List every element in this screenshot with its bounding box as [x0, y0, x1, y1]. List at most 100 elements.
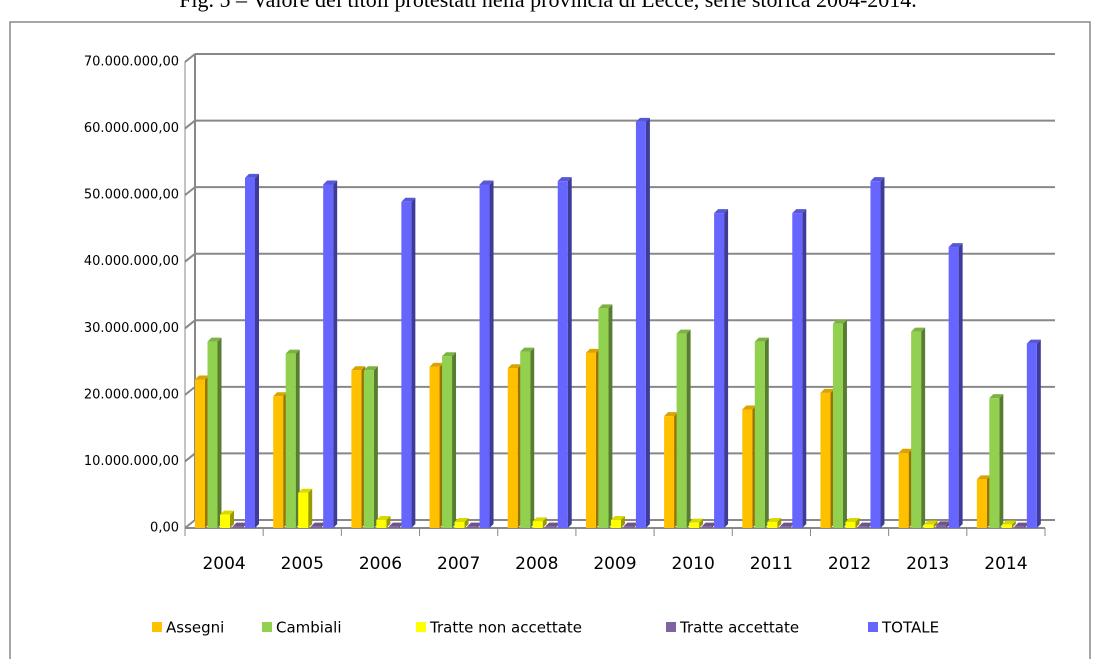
bar-side: [452, 352, 457, 528]
bar: [610, 520, 621, 528]
legend-swatch: [416, 622, 426, 632]
bar: [351, 370, 362, 528]
bar-top: [898, 448, 913, 453]
x-tick-label: 2005: [281, 554, 324, 574]
bar-top: [754, 337, 769, 342]
bar-top: [507, 364, 522, 369]
x-tick-label: 2008: [515, 554, 558, 574]
bar-top: [545, 522, 560, 527]
bar-side: [933, 520, 938, 528]
grid-line-depth: [184, 252, 196, 263]
bar-top: [664, 412, 679, 417]
bar: [754, 341, 765, 528]
bar: [232, 526, 243, 528]
bar: [857, 526, 868, 528]
bar-top: [911, 327, 926, 332]
legend-label: Cambiali: [276, 619, 342, 637]
bar-side: [489, 180, 494, 528]
bar-top: [635, 117, 650, 122]
bar-top: [310, 522, 325, 527]
bar-side: [386, 516, 391, 528]
bar-top: [948, 243, 963, 248]
bar-side: [295, 349, 300, 528]
bar-top: [273, 392, 288, 397]
bar-top: [388, 522, 403, 527]
bar-side: [1036, 339, 1041, 528]
bar: [520, 351, 531, 528]
chart-title: Fig. 5 – Valore dei titoli protestati ne…: [179, 0, 917, 12]
bar-side: [530, 347, 535, 528]
x-tick-label: 2007: [437, 554, 480, 574]
bar-top: [479, 180, 494, 185]
bar: [507, 368, 518, 528]
bar-top: [1001, 520, 1016, 525]
bar: [298, 492, 309, 528]
legend-swatch: [666, 622, 676, 632]
grid-line-depth: [184, 186, 196, 196]
bar-side: [217, 337, 222, 528]
grid-line-depth: [184, 119, 196, 130]
bar: [676, 333, 687, 528]
bar: [976, 479, 987, 528]
y-tick-label: 60.000.000,00: [84, 121, 179, 136]
bar-side: [373, 366, 378, 528]
bar-top: [532, 517, 547, 522]
bar-top: [923, 520, 938, 525]
legend-label: Tratte accettate: [679, 619, 799, 637]
bar-side: [777, 518, 782, 528]
y-tick-label: 20.000.000,00: [84, 387, 179, 402]
bar-side: [999, 394, 1004, 528]
bar-top: [285, 349, 300, 354]
bar-side: [1011, 520, 1016, 528]
bar-side: [699, 518, 704, 528]
bar: [664, 416, 675, 528]
bar: [401, 201, 412, 529]
x-tick-label: 2009: [593, 554, 636, 574]
bar-top: [976, 475, 991, 480]
bar-side: [842, 319, 847, 528]
bar-top: [351, 366, 366, 371]
bar-side: [958, 243, 963, 528]
bar-top: [857, 522, 872, 527]
bar: [1014, 526, 1025, 528]
bar: [388, 526, 399, 528]
bar: [714, 213, 725, 529]
bar-top: [832, 319, 847, 324]
bar: [479, 184, 490, 528]
bar: [792, 213, 803, 529]
bar-top: [610, 516, 625, 521]
bar-side: [255, 173, 259, 528]
y-tick-label: 10.000.000,00: [84, 454, 179, 469]
bar: [310, 526, 321, 528]
bar-top: [401, 197, 416, 202]
bar-side: [333, 180, 338, 528]
bar: [948, 247, 959, 528]
bar: [689, 522, 700, 528]
bar: [245, 177, 255, 528]
bar-side: [608, 304, 613, 528]
bar-top: [520, 347, 535, 352]
bar-top: [598, 304, 613, 309]
bar: [467, 526, 478, 528]
bar-top: [585, 348, 600, 353]
x-tick-label: 2010: [672, 554, 715, 574]
bar: [545, 526, 556, 528]
bar: [623, 526, 634, 528]
bar: [989, 398, 1000, 528]
bar-top: [220, 510, 234, 515]
bar-side: [567, 177, 572, 529]
bar-side: [880, 177, 885, 529]
bar-side: [686, 329, 691, 528]
x-tick-label: 2006: [359, 554, 402, 574]
bar-top: [989, 394, 1004, 399]
legend-label: Tratte non accettate: [429, 619, 582, 637]
grid-line-depth: [184, 452, 196, 463]
bar: [273, 396, 284, 528]
bar-top: [195, 375, 209, 380]
bar-top: [1026, 339, 1041, 344]
legend-swatch: [262, 622, 272, 632]
bar: [363, 370, 374, 528]
bar-top: [623, 522, 638, 527]
bar: [1001, 524, 1012, 528]
y-tick-label: 0,00: [150, 521, 179, 536]
